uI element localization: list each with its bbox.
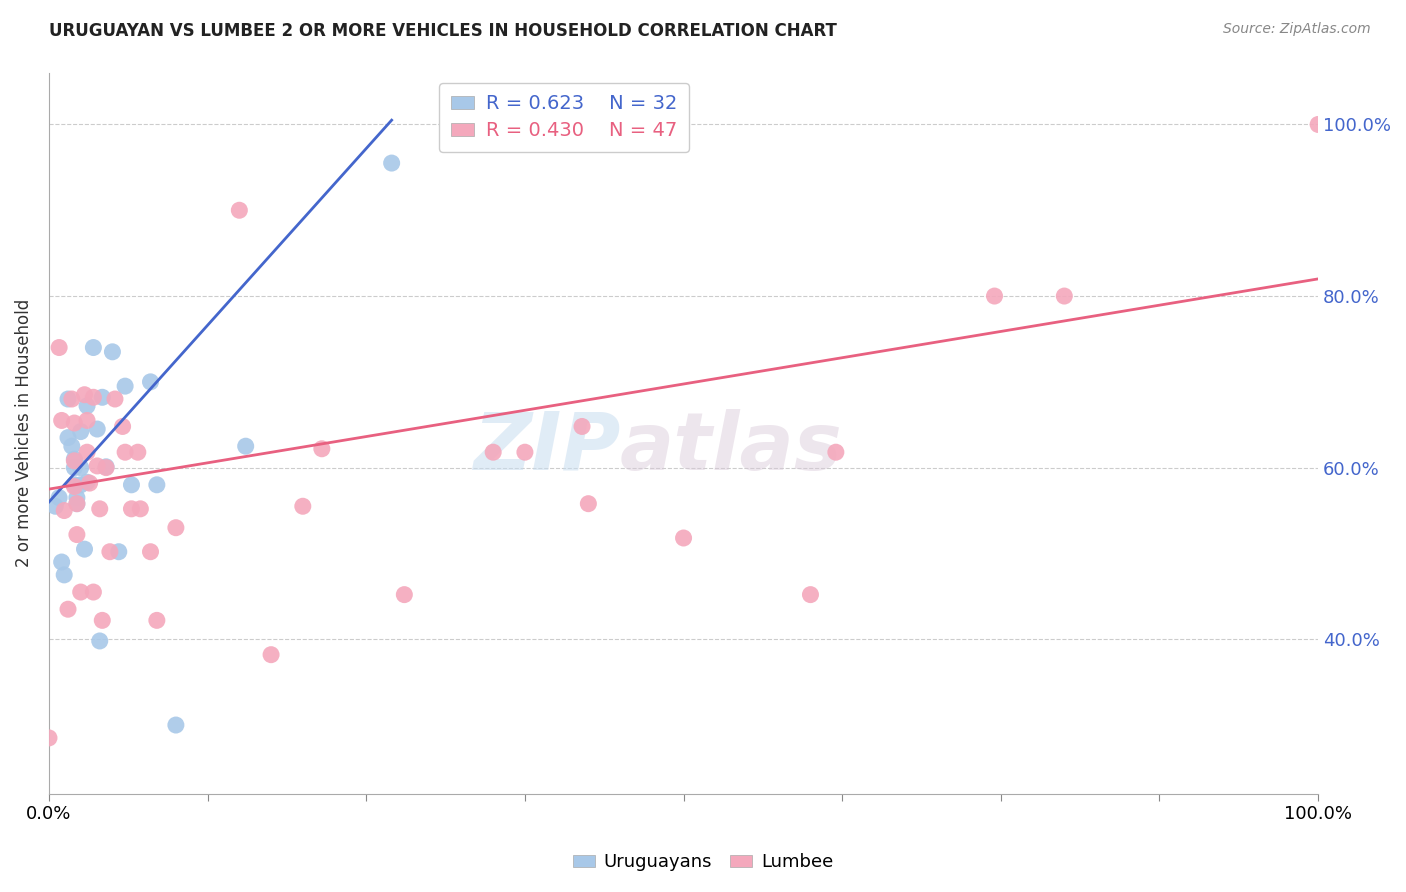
Point bbox=[69, 478, 91, 492]
Point bbox=[235, 439, 257, 453]
Point bbox=[260, 648, 283, 662]
Legend: R = 0.623    N = 32, R = 0.430    N = 47: R = 0.623 N = 32, R = 0.430 N = 47 bbox=[440, 83, 689, 152]
Point bbox=[66, 497, 89, 511]
Y-axis label: 2 or more Vehicles in Household: 2 or more Vehicles in Household bbox=[15, 299, 32, 567]
Point bbox=[107, 545, 129, 559]
Point bbox=[56, 431, 79, 445]
Point bbox=[139, 545, 162, 559]
Text: URUGUAYAN VS LUMBEE 2 OR MORE VEHICLES IN HOUSEHOLD CORRELATION CHART: URUGUAYAN VS LUMBEE 2 OR MORE VEHICLES I… bbox=[49, 22, 837, 40]
Point bbox=[76, 413, 98, 427]
Point bbox=[69, 585, 91, 599]
Point bbox=[73, 388, 96, 402]
Point bbox=[86, 458, 108, 473]
Point bbox=[129, 501, 152, 516]
Point bbox=[69, 460, 91, 475]
Point bbox=[63, 478, 86, 492]
Text: atlas: atlas bbox=[620, 409, 842, 487]
Point bbox=[44, 500, 66, 514]
Point bbox=[38, 731, 60, 745]
Point bbox=[165, 718, 187, 732]
Point bbox=[79, 476, 101, 491]
Point bbox=[672, 531, 695, 545]
Point bbox=[104, 392, 127, 406]
Point bbox=[101, 344, 124, 359]
Point bbox=[91, 613, 114, 627]
Point bbox=[76, 399, 98, 413]
Point bbox=[291, 500, 314, 514]
Point bbox=[66, 497, 89, 511]
Point bbox=[69, 425, 91, 439]
Point bbox=[56, 602, 79, 616]
Point bbox=[63, 454, 86, 468]
Point bbox=[1308, 118, 1330, 132]
Point bbox=[576, 497, 599, 511]
Point bbox=[91, 390, 114, 404]
Point bbox=[76, 475, 98, 490]
Point bbox=[799, 588, 821, 602]
Point bbox=[983, 289, 1005, 303]
Point bbox=[311, 442, 333, 456]
Point bbox=[63, 460, 86, 475]
Point bbox=[394, 588, 416, 602]
Point bbox=[89, 501, 111, 516]
Point bbox=[73, 542, 96, 557]
Point bbox=[86, 422, 108, 436]
Point bbox=[482, 445, 505, 459]
Point bbox=[63, 416, 86, 430]
Point bbox=[114, 379, 136, 393]
Point bbox=[571, 419, 593, 434]
Point bbox=[121, 478, 143, 492]
Point bbox=[94, 460, 117, 475]
Point bbox=[51, 413, 73, 427]
Point bbox=[824, 445, 846, 459]
Point bbox=[51, 555, 73, 569]
Text: Source: ZipAtlas.com: Source: ZipAtlas.com bbox=[1223, 22, 1371, 37]
Point bbox=[228, 203, 250, 218]
Point bbox=[89, 634, 111, 648]
Point bbox=[53, 503, 76, 517]
Text: ZIP: ZIP bbox=[472, 409, 620, 487]
Point bbox=[82, 341, 104, 355]
Point bbox=[66, 527, 89, 541]
Point bbox=[146, 478, 169, 492]
Point bbox=[63, 479, 86, 493]
Point bbox=[121, 501, 143, 516]
Point bbox=[1053, 289, 1076, 303]
Point bbox=[48, 341, 70, 355]
Point bbox=[53, 567, 76, 582]
Point bbox=[56, 392, 79, 406]
Point bbox=[82, 585, 104, 599]
Point bbox=[165, 521, 187, 535]
Point bbox=[60, 439, 83, 453]
Point bbox=[114, 445, 136, 459]
Point bbox=[98, 545, 121, 559]
Point bbox=[63, 452, 86, 467]
Point bbox=[60, 392, 83, 406]
Point bbox=[139, 375, 162, 389]
Point bbox=[127, 445, 149, 459]
Point bbox=[111, 419, 134, 434]
Point bbox=[76, 445, 98, 459]
Point bbox=[66, 491, 89, 505]
Point bbox=[48, 491, 70, 505]
Legend: Uruguayans, Lumbee: Uruguayans, Lumbee bbox=[565, 847, 841, 879]
Point bbox=[82, 390, 104, 404]
Point bbox=[381, 156, 404, 170]
Point bbox=[513, 445, 536, 459]
Point bbox=[146, 613, 169, 627]
Point bbox=[94, 459, 117, 474]
